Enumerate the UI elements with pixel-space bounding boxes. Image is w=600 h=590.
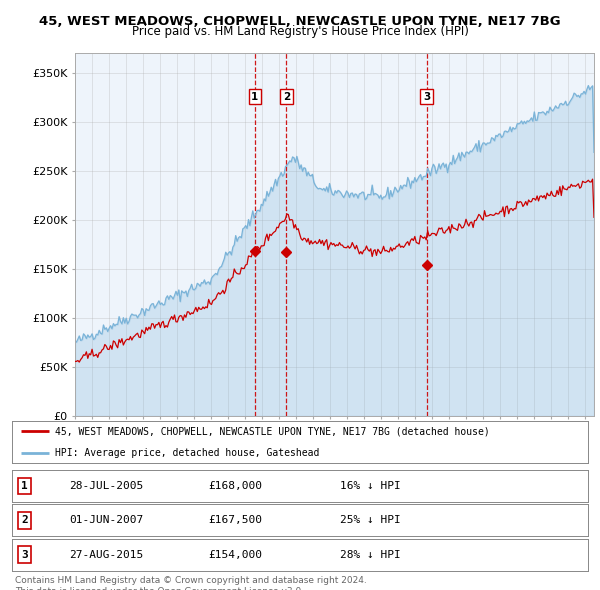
Text: 3: 3: [21, 550, 28, 559]
Text: 27-AUG-2015: 27-AUG-2015: [70, 550, 144, 559]
Text: £167,500: £167,500: [208, 516, 262, 525]
Text: £154,000: £154,000: [208, 550, 262, 559]
Text: 1: 1: [251, 91, 259, 101]
Text: £168,000: £168,000: [208, 481, 262, 491]
Text: 3: 3: [423, 91, 430, 101]
Text: HPI: Average price, detached house, Gateshead: HPI: Average price, detached house, Gate…: [55, 448, 320, 457]
Text: 28% ↓ HPI: 28% ↓ HPI: [340, 550, 401, 559]
Text: 2: 2: [21, 516, 28, 525]
Text: 2: 2: [283, 91, 290, 101]
Text: 28-JUL-2005: 28-JUL-2005: [70, 481, 144, 491]
Text: 16% ↓ HPI: 16% ↓ HPI: [340, 481, 401, 491]
Text: Contains HM Land Registry data © Crown copyright and database right 2024.
This d: Contains HM Land Registry data © Crown c…: [15, 576, 367, 590]
Text: 01-JUN-2007: 01-JUN-2007: [70, 516, 144, 525]
Text: 45, WEST MEADOWS, CHOPWELL, NEWCASTLE UPON TYNE, NE17 7BG (detached house): 45, WEST MEADOWS, CHOPWELL, NEWCASTLE UP…: [55, 427, 490, 436]
Text: Price paid vs. HM Land Registry's House Price Index (HPI): Price paid vs. HM Land Registry's House …: [131, 25, 469, 38]
Text: 25% ↓ HPI: 25% ↓ HPI: [340, 516, 401, 525]
Text: 1: 1: [21, 481, 28, 491]
Text: 45, WEST MEADOWS, CHOPWELL, NEWCASTLE UPON TYNE, NE17 7BG: 45, WEST MEADOWS, CHOPWELL, NEWCASTLE UP…: [39, 15, 561, 28]
